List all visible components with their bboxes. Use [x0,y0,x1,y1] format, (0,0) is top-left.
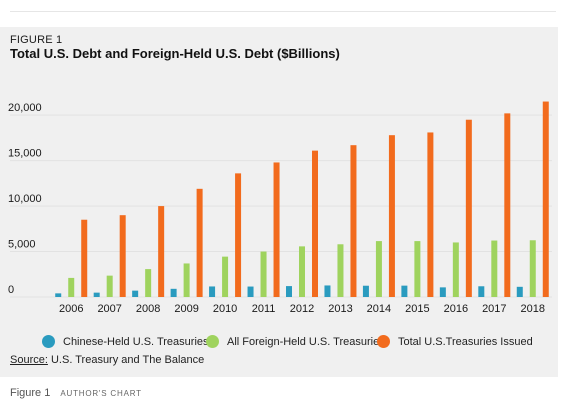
gridlines [10,114,552,298]
figure-label: FIGURE 1 [10,34,63,46]
bar-chinese-2017 [478,286,485,297]
bar-total-2011 [273,162,280,297]
bar-total-2012 [312,150,318,297]
source-note: Source: U.S. Treasury and The Balance [10,354,204,366]
x-tick-label: 2018 [521,303,545,315]
caption-figure: Figure 1 [10,387,51,399]
y-tick-label: 10,000 [8,193,42,205]
legend: Chinese-Held U.S. Treasuries All Foreign… [10,335,558,353]
bar-total-2010 [235,173,242,297]
bar-foreign-2011 [260,251,267,297]
bar-total-2014 [388,135,395,297]
bar-foreign-2016 [452,242,459,297]
bar-total-2016 [465,119,472,298]
legend-swatch-chinese [42,335,55,348]
legend-item-chinese: Chinese-Held U.S. Treasuries [42,335,209,348]
bar-foreign-2008 [145,269,152,297]
bar-chinese-2014 [362,285,369,297]
bar-chinese-2009 [170,288,177,297]
bar-chinese-2015 [401,285,408,297]
bar-chinese-2008 [132,290,139,297]
figure-caption: Figure 1 AUTHOR'S CHART [10,387,142,399]
y-tick-label: 5,000 [8,239,36,251]
y-tick-label: 20,000 [8,102,42,114]
x-tick-label: 2017 [482,303,506,315]
x-tick-label: 2007 [97,303,121,315]
bars [55,101,549,298]
bar-total-2009 [196,188,203,297]
legend-label-chinese: Chinese-Held U.S. Treasuries [63,335,209,348]
legend-swatch-total [377,335,390,348]
bar-total-2007 [119,215,126,297]
x-tick-label: 2011 [252,303,276,315]
bar-foreign-2012 [299,246,305,297]
x-axis-ticks: 2006 2007 2008 2009 2010 2011 2012 2013 2014 2015… [59,303,545,315]
y-tick-label: 0 [8,284,14,296]
bar-foreign-2018 [529,240,536,297]
bar-total-2015 [427,132,434,297]
bar-total-2013 [350,145,357,297]
bar-foreign-2017 [491,240,498,297]
bar-total-2017 [504,113,511,297]
bar-foreign-2009 [183,263,190,297]
x-tick-label: 2015 [405,303,429,315]
x-tick-label: 2006 [59,303,83,315]
bar-total-2006 [81,219,88,297]
bar-chinese-2007 [93,292,100,297]
bar-foreign-2014 [375,241,382,297]
x-tick-label: 2010 [213,303,237,315]
bar-foreign-2007 [106,275,113,297]
y-axis-ticks: 0 5,000 10,000 15,000 20,000 [8,102,42,296]
bar-chinese-2016 [439,287,446,297]
source-text: U.S. Treasury and The Balance [47,354,205,366]
chart-title: Total U.S. Debt and Foreign-Held U.S. De… [10,46,340,61]
x-tick-label: 2008 [136,303,160,315]
bar-chinese-2013 [324,285,331,297]
y-tick-label: 15,000 [8,148,42,160]
bar-chinese-2011 [247,286,254,297]
x-tick-label: 2012 [290,303,314,315]
x-tick-label: 2009 [174,303,198,315]
x-tick-label: 2013 [328,303,352,315]
source-label: Source: [10,354,48,366]
legend-item-foreign: All Foreign-Held U.S. Treasuries [206,335,385,348]
bar-chinese-2018 [516,286,523,297]
legend-swatch-foreign [206,335,219,348]
caption-credit: AUTHOR'S CHART [60,389,142,398]
legend-label-foreign: All Foreign-Held U.S. Treasuries [227,335,385,348]
x-tick-label: 2016 [444,303,468,315]
bar-foreign-2015 [414,241,421,297]
bar-foreign-2006 [68,277,75,297]
x-tick-label: 2014 [367,303,391,315]
bar-foreign-2013 [337,244,344,297]
bar-chinese-2010 [209,286,216,297]
legend-item-total: Total U.S.Treasuries Issued [377,335,533,348]
top-divider [10,11,556,12]
bar-foreign-2010 [222,256,229,297]
bar-chinese-2006 [55,293,62,297]
legend-label-total: Total U.S.Treasuries Issued [398,335,533,348]
bar-total-2018 [542,101,549,297]
bar-chinese-2012 [286,286,292,297]
bar-total-2008 [158,206,165,297]
